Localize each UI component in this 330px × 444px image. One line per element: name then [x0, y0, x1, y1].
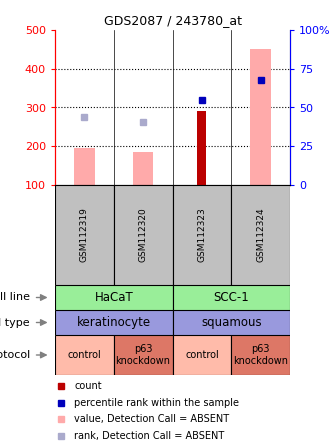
Text: p63
knockdown: p63 knockdown	[233, 344, 288, 366]
Text: percentile rank within the sample: percentile rank within the sample	[74, 398, 239, 408]
Text: GSM112319: GSM112319	[80, 207, 89, 262]
Bar	[173, 335, 231, 375]
Text: rank, Detection Call = ABSENT: rank, Detection Call = ABSENT	[74, 431, 224, 441]
Bar	[197, 111, 206, 185]
Text: p63
knockdown: p63 knockdown	[115, 344, 171, 366]
Bar	[133, 152, 153, 185]
Text: control: control	[68, 350, 101, 360]
Bar	[55, 310, 173, 335]
Bar	[173, 310, 290, 335]
Text: GSM112324: GSM112324	[256, 208, 265, 262]
Bar	[250, 49, 271, 185]
Text: cell type: cell type	[0, 317, 30, 328]
Text: count: count	[74, 381, 102, 391]
Text: protocol: protocol	[0, 350, 30, 360]
Bar	[114, 335, 173, 375]
Bar	[55, 285, 173, 310]
Bar	[231, 185, 290, 285]
Text: control: control	[185, 350, 219, 360]
Text: cell line: cell line	[0, 293, 30, 302]
Text: HaCaT: HaCaT	[94, 291, 133, 304]
Title: GDS2087 / 243780_at: GDS2087 / 243780_at	[104, 15, 242, 28]
Bar	[55, 335, 114, 375]
Bar	[231, 335, 290, 375]
Text: SCC-1: SCC-1	[214, 291, 249, 304]
Text: value, Detection Call = ABSENT: value, Detection Call = ABSENT	[74, 414, 229, 424]
Text: keratinocyte: keratinocyte	[77, 316, 151, 329]
Text: squamous: squamous	[201, 316, 262, 329]
Text: GSM112320: GSM112320	[139, 208, 148, 262]
Bar	[55, 185, 114, 285]
Bar	[173, 185, 231, 285]
Text: GSM112323: GSM112323	[197, 208, 206, 262]
Bar	[173, 285, 290, 310]
Bar	[114, 185, 173, 285]
Bar	[74, 148, 95, 185]
